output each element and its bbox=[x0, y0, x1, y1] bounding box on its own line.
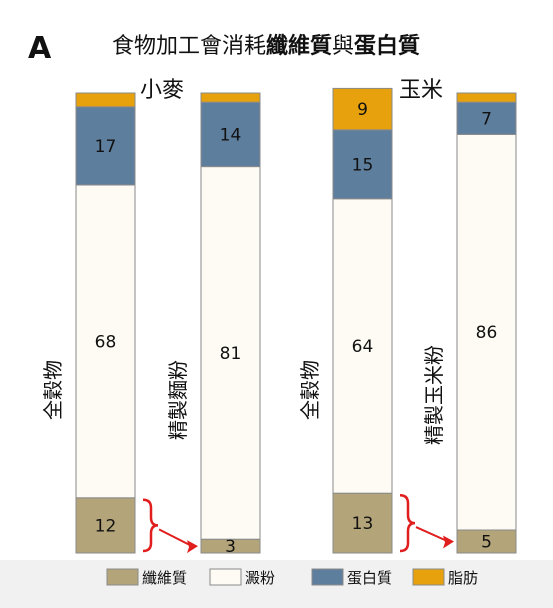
bar-category-label: 全穀物 bbox=[41, 360, 65, 420]
bar-0-1: 3 81 14 精製麵粉 bbox=[166, 92, 261, 557]
bar-1-1: 5 86 7 精製玉米粉 bbox=[422, 92, 517, 554]
data-label-fat: 9 bbox=[357, 100, 368, 120]
legend-item-fat: 脂肪 bbox=[412, 568, 478, 587]
legend-swatch bbox=[311, 568, 344, 586]
legend-background bbox=[0, 560, 553, 608]
legend: 纖維質 澱粉 蛋白質 脂肪 bbox=[0, 560, 553, 608]
fiber-brace bbox=[142, 498, 159, 553]
group-label-corn: 玉米 bbox=[399, 78, 443, 103]
group-label-wheat: 小麥 bbox=[140, 78, 184, 103]
bar-segment-fat bbox=[75, 92, 136, 108]
fiber-arrow-line bbox=[158, 528, 191, 546]
bar-segment-starch bbox=[332, 198, 393, 494]
legend-label: 澱粉 bbox=[245, 569, 275, 587]
bars-layer: 12 68 17 全穀物 3 81 14 精製麵粉 13 64 15 9 全穀物 5 86 7 精製玉米粉 bbox=[41, 87, 517, 557]
bar-segment-fiber bbox=[75, 497, 136, 554]
fiber-arrow-line bbox=[415, 526, 447, 542]
title-part-2: 纖維質 bbox=[266, 33, 332, 59]
data-label-protein: 15 bbox=[352, 155, 374, 175]
legend-label: 蛋白質 bbox=[347, 569, 392, 587]
data-label-fiber: 13 bbox=[352, 514, 374, 534]
bar-segment-protein bbox=[332, 129, 393, 200]
data-label-fiber: 3 bbox=[225, 537, 236, 557]
bar-category-label: 全穀物 bbox=[298, 360, 322, 420]
legend-item-fiber: 纖維質 bbox=[106, 568, 187, 587]
data-label-starch: 64 bbox=[352, 337, 374, 357]
data-label-starch: 86 bbox=[476, 323, 498, 343]
bar-segment-starch bbox=[75, 184, 136, 499]
bar-segment-fat bbox=[456, 92, 517, 103]
bar-segment-starch bbox=[456, 133, 517, 531]
bar-segment-fat bbox=[332, 87, 393, 131]
bar-segment-protein bbox=[456, 101, 517, 135]
panel-letter: A bbox=[28, 31, 52, 66]
data-label-protein: 7 bbox=[481, 109, 492, 129]
title-part-3: 與 bbox=[332, 34, 354, 59]
data-label-starch: 81 bbox=[220, 344, 242, 364]
data-label-fiber: 12 bbox=[95, 516, 117, 536]
legend-swatch bbox=[106, 568, 139, 586]
bar-segment-starch bbox=[200, 166, 261, 540]
legend-swatch bbox=[412, 568, 445, 586]
data-label-protein: 17 bbox=[95, 137, 117, 157]
fiber-arrow-head bbox=[443, 535, 454, 549]
title-part-4: 蛋白質 bbox=[354, 33, 420, 59]
bar-category-label: 精製玉米粉 bbox=[422, 345, 446, 445]
bar-category-label: 精製麵粉 bbox=[166, 360, 190, 440]
title-part-1: 食物加工會消耗 bbox=[112, 34, 266, 59]
legend-label: 纖維質 bbox=[142, 569, 187, 587]
legend-swatch bbox=[209, 568, 242, 586]
data-label-starch: 68 bbox=[95, 332, 117, 352]
data-label-fiber: 5 bbox=[481, 533, 492, 553]
legend-label: 脂肪 bbox=[448, 569, 478, 587]
fiber-arrow-head bbox=[187, 540, 198, 554]
bar-segment-fat bbox=[200, 92, 261, 103]
bar-1-0: 13 64 15 9 全穀物 bbox=[298, 87, 393, 554]
legend-item-starch: 澱粉 bbox=[209, 568, 275, 587]
fiber-brace bbox=[399, 493, 416, 553]
bar-segment-protein bbox=[200, 101, 261, 168]
legend-item-protein: 蛋白質 bbox=[311, 568, 392, 587]
chart-title: 食物加工會消耗纖維質與蛋白質 bbox=[112, 33, 420, 59]
bar-segment-fiber bbox=[332, 492, 393, 554]
bar-0-0: 12 68 17 全穀物 bbox=[41, 92, 136, 554]
data-label-protein: 14 bbox=[220, 125, 242, 145]
